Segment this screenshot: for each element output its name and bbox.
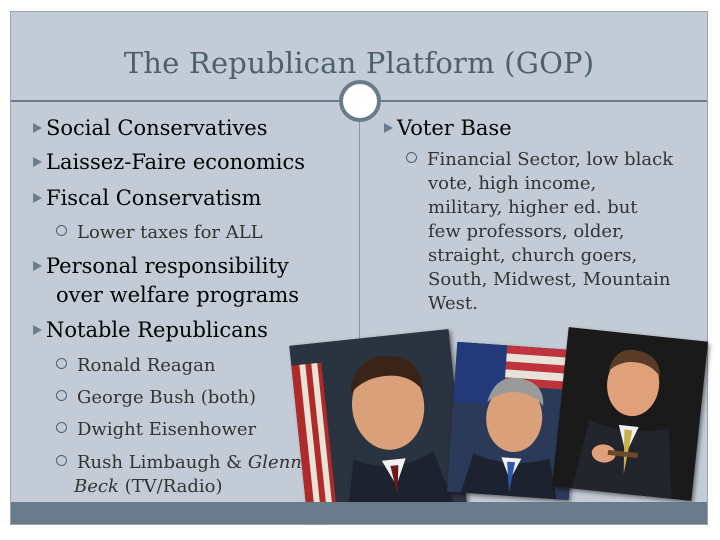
slide-title: The Republican Platform (GOP) <box>123 46 595 80</box>
bullet-text: Social Conservatives <box>46 116 268 140</box>
divider-circle-icon <box>339 80 381 122</box>
reagan-portrait-icon <box>289 329 467 520</box>
bullet-fiscal: Fiscal Conservatism <box>33 184 261 213</box>
sub-bullet-lower-taxes: Lower taxes for ALL <box>56 221 263 245</box>
sub-bullet-reagan: Ronald Reagan <box>56 354 216 378</box>
sub-bullet-text: (TV/Radio) <box>118 476 223 497</box>
bullet-text: Voter Base <box>397 116 512 140</box>
voter-line: vote, high income, <box>428 173 597 194</box>
bullet-ring-icon <box>56 455 67 466</box>
sub-bullet-text: Dwight Eisenhower <box>77 419 257 440</box>
voter-line: few professors, older, <box>428 221 625 242</box>
limbaugh-photo <box>552 327 708 501</box>
sub-bullet-italic: Beck <box>74 476 119 497</box>
column-divider <box>359 112 360 502</box>
bullet-triangle-icon <box>384 123 393 133</box>
bullet-social: Social Conservatives <box>33 114 268 143</box>
bullet-text: Fiscal Conservatism <box>46 186 262 210</box>
footer-bar <box>11 502 707 524</box>
bullet-personal: Personal responsibility over welfare pro… <box>33 252 299 310</box>
bullet-triangle-icon <box>33 325 42 335</box>
bullet-text: Personal responsibility <box>46 254 289 278</box>
sub-bullet-text: Lower taxes for ALL <box>77 222 263 243</box>
bullet-ring-icon <box>56 390 67 401</box>
limbaugh-portrait-icon <box>552 327 708 501</box>
voter-line: Financial Sector, low black <box>427 149 674 170</box>
bullet-laissez: Laissez-Faire economics <box>33 148 305 177</box>
bullet-ring-icon <box>56 225 67 236</box>
voter-line: West. <box>428 293 478 314</box>
voter-line: South, Midwest, Mountain <box>428 269 671 290</box>
sub-bullet-text: Rush Limbaugh & <box>77 452 248 473</box>
bullet-triangle-icon <box>33 261 42 271</box>
bullet-triangle-icon <box>33 123 42 133</box>
sub-bullet-italic: Glenn <box>247 452 302 473</box>
voter-line: military, higher ed. but <box>428 197 638 218</box>
bush-portrait-icon <box>446 341 580 501</box>
bullet-triangle-icon <box>33 157 42 167</box>
bullet-text: Laissez-Faire economics <box>46 150 306 174</box>
bullet-text-continued: over welfare programs <box>56 283 300 307</box>
sub-bullet-limbaugh: Rush Limbaugh & Glenn Beck (TV/Radio) <box>56 451 326 499</box>
bullet-ring-icon <box>56 358 67 369</box>
sub-bullet-voter-details: Financial Sector, low black vote, high i… <box>406 148 706 316</box>
reagan-photo <box>289 329 467 520</box>
voter-line: straight, church goers, <box>428 245 638 266</box>
bullet-notable: Notable Republicans <box>33 316 268 345</box>
sub-bullet-eisenhower: Dwight Eisenhower <box>56 418 256 442</box>
sub-bullet-bush: George Bush (both) <box>56 386 256 410</box>
sub-bullet-text: George Bush (both) <box>77 387 256 408</box>
sub-bullet-text: Ronald Reagan <box>77 355 216 376</box>
bullet-ring-icon <box>56 422 67 433</box>
bullet-voter-base: Voter Base <box>384 114 512 143</box>
bullet-ring-icon <box>406 152 417 163</box>
bullet-text: Notable Republicans <box>46 318 268 342</box>
bullet-triangle-icon <box>33 193 42 203</box>
bush-photo <box>446 341 580 501</box>
